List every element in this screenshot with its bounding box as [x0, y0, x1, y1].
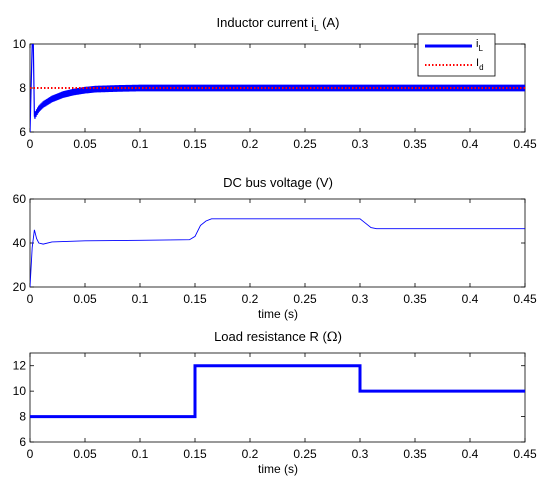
panel2-axes-box [29, 198, 526, 288]
legend-label-il: iL [476, 38, 483, 53]
panel3-series-0-line [30, 364, 525, 419]
panel2-xtick-label: 0.4 [462, 292, 479, 306]
panel2-series-0-line [30, 218, 525, 287]
panel1-ytick-label: 8 [19, 81, 26, 95]
panel3-ytick-label: 12 [13, 359, 27, 373]
panel1-xtick-label: 0.1 [132, 137, 149, 151]
panel3-xtick-label: 0 [27, 447, 34, 461]
panel2-xlabel: time (s) [258, 307, 298, 321]
panel3-axes-box [29, 352, 526, 443]
panel2-title: DC bus voltage (V) [223, 175, 333, 190]
panel1-series-0-line [30, 44, 525, 132]
panel3-xtick-label: 0.3 [352, 447, 369, 461]
panel2-ytick-label: 60 [13, 192, 27, 206]
panel3-xtick-label: 0.1 [132, 447, 149, 461]
panel-inductor-current: Inductor current iL (A) 0 0.05 0.1 0.15 0.2 0… [13, 15, 537, 151]
panel1-xtick-label: 0.05 [73, 137, 97, 151]
panel1-xtick-label: 0 [27, 137, 34, 151]
panel2-xtick-label: 0.1 [132, 292, 149, 306]
panel1-xtick-label: 0.3 [352, 137, 369, 151]
panel3-ytick-label: 10 [13, 384, 27, 398]
panel1-legend: iL Id [417, 33, 496, 77]
panel3-ytick-label: 8 [19, 410, 26, 424]
panel1-xtick-label: 0.25 [293, 137, 317, 151]
panel2-xtick-label: 0.35 [403, 292, 427, 306]
panel1-xtick-label: 0.2 [242, 137, 259, 151]
panel2-xtick-label: 0.05 [73, 292, 97, 306]
panel2-xtick-label: 0.2 [242, 292, 259, 306]
panel2-xtick-label: 0.45 [513, 292, 537, 306]
panel2-xtick-label: 0 [27, 292, 34, 306]
panel3-xtick-label: 0.25 [293, 447, 317, 461]
panel1-ytick-label: 10 [13, 37, 27, 51]
panel2-ytick-label: 20 [13, 280, 27, 294]
panel1-xtick-label: 0.15 [183, 137, 207, 151]
panel3-xtick-label: 0.35 [403, 447, 427, 461]
panel3-xtick-label: 0.05 [73, 447, 97, 461]
panel3-xlabel: time (s) [258, 462, 298, 476]
panel1-xtick-label: 0.35 [403, 137, 427, 151]
panel2-xtick-label: 0.25 [293, 292, 317, 306]
panel2-xtick-label: 0.3 [352, 292, 369, 306]
legend-box [417, 33, 496, 77]
panel3-title: Load resistance R (Ω) [214, 329, 342, 345]
panel1-xtick-label: 0.4 [462, 137, 479, 151]
panel1-title: Inductor current iL (A) [217, 15, 340, 33]
panel-dc-bus-voltage: DC bus voltage (V) 0 0.05 0.1 0.15 0.2 0.25 0.… [13, 175, 537, 321]
panel2-ytick-label: 40 [13, 236, 27, 250]
panel3-xtick-label: 0.4 [462, 447, 479, 461]
panel1-ytick-label: 6 [19, 125, 26, 139]
panel-load-resistance: Load resistance R (Ω) 0 0.05 0.1 0.15 0.2 0.2… [13, 329, 537, 476]
panel3-xtick-label: 0.15 [183, 447, 207, 461]
panel2-xtick-label: 0.15 [183, 292, 207, 306]
panel1-xtick-label: 0.45 [513, 137, 537, 151]
panel3-ytick-label: 6 [19, 435, 26, 449]
panel3-xtick-label: 0.45 [513, 447, 537, 461]
panel3-xtick-label: 0.2 [242, 447, 259, 461]
legend-label-id: Id [476, 57, 484, 72]
